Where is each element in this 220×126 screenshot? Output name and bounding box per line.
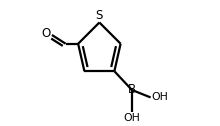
Text: S: S bbox=[96, 9, 103, 22]
Text: O: O bbox=[42, 27, 51, 40]
Text: B: B bbox=[128, 83, 136, 96]
Text: OH: OH bbox=[123, 113, 140, 123]
Text: OH: OH bbox=[152, 92, 169, 102]
